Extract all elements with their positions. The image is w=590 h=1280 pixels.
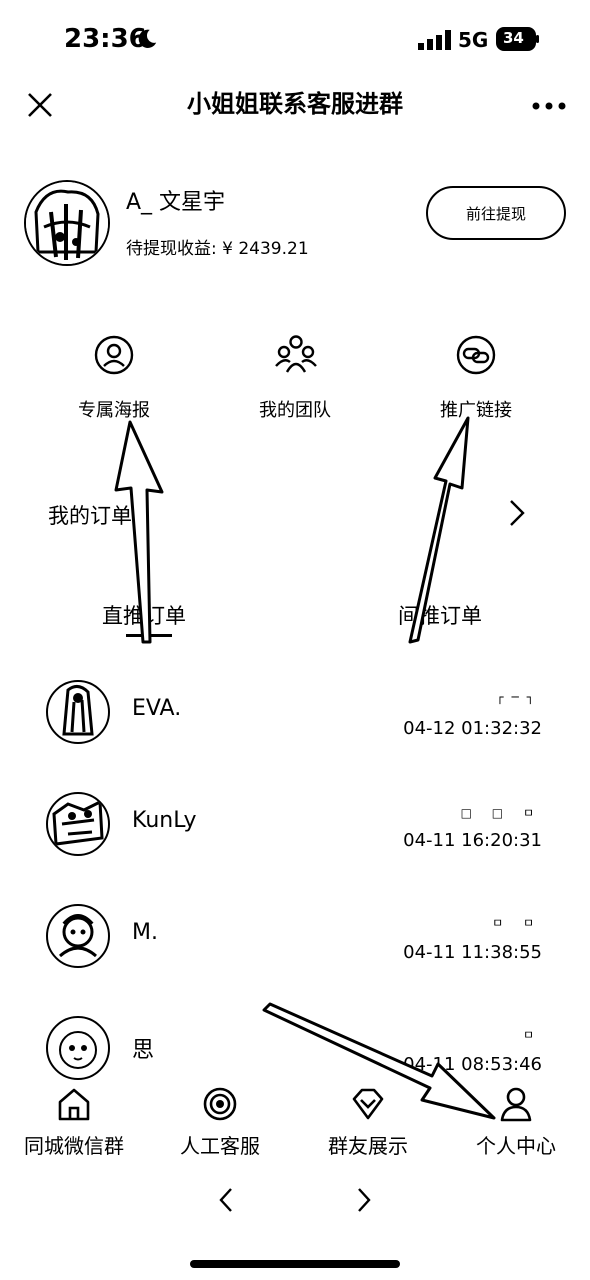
- order-avatar: [46, 1016, 110, 1080]
- close-icon[interactable]: [24, 89, 56, 121]
- moon-icon: [138, 29, 157, 48]
- order-time: 04-11 11:38:55: [403, 942, 542, 963]
- home-indicator[interactable]: [190, 1260, 400, 1268]
- order-name: 思: [132, 1038, 155, 1063]
- order-amount: ㅁ ㅁ: [492, 916, 542, 930]
- order-name: KunLy: [132, 808, 197, 833]
- team-icon[interactable]: [275, 332, 317, 374]
- order-amount: □ □ ㅁ: [460, 806, 542, 820]
- avatar-image: [62, 685, 94, 736]
- signal-icon: [418, 30, 451, 50]
- order-amount: ㅁ: [522, 1028, 542, 1042]
- order-avatar: [46, 680, 110, 744]
- gem-icon[interactable]: [350, 1086, 386, 1122]
- avatar-image: [59, 1031, 97, 1069]
- order-time: 04-11 08:53:46: [403, 1054, 542, 1075]
- link-icon[interactable]: [455, 334, 497, 376]
- orders-title[interactable]: 我的订单: [48, 504, 132, 528]
- action-label-team[interactable]: 我的团队: [259, 400, 331, 421]
- active-tab-indicator: [126, 634, 172, 637]
- page-title: 小姐姐联系客服进群: [187, 90, 403, 118]
- pending-earnings: 待提现收益: ¥ 2439.21: [126, 239, 309, 259]
- battery-icon: [496, 27, 539, 51]
- withdraw-button-label: 前往提现: [465, 204, 526, 223]
- network-type: 5G: [458, 28, 489, 52]
- avatar-image: [59, 914, 97, 958]
- order-avatar: [46, 792, 110, 856]
- withdraw-button[interactable]: 前往提现: [426, 186, 566, 240]
- username: A_ 文星宇: [126, 190, 226, 215]
- avatar-image: [52, 799, 104, 846]
- home-icon[interactable]: [56, 1086, 92, 1122]
- tab-indirect-orders[interactable]: 间推订单: [398, 604, 482, 628]
- order-time: 04-12 01:32:32: [403, 718, 542, 739]
- user-circle-icon[interactable]: [93, 334, 135, 376]
- order-name: M.: [132, 920, 158, 945]
- action-label-link[interactable]: 推广链接: [440, 400, 512, 421]
- forward-icon[interactable]: [354, 1186, 374, 1214]
- order-amount: ┌─┐: [496, 690, 542, 704]
- back-icon[interactable]: [216, 1186, 236, 1214]
- bottom-tab-city-groups[interactable]: 同城微信群: [24, 1134, 124, 1158]
- avatar-image: [26, 182, 108, 264]
- service-icon[interactable]: [202, 1086, 238, 1122]
- battery-level: 34: [503, 29, 524, 47]
- tab-direct-orders[interactable]: 直推订单: [102, 604, 186, 628]
- avatar[interactable]: [24, 180, 110, 266]
- order-time: 04-11 16:20:31: [403, 830, 542, 851]
- chevron-right-icon[interactable]: [506, 498, 528, 528]
- order-avatar: [46, 904, 110, 968]
- more-icon[interactable]: [532, 102, 566, 110]
- person-icon[interactable]: [498, 1086, 534, 1122]
- status-time: 23:36: [64, 24, 147, 54]
- bottom-tab-profile[interactable]: 个人中心: [476, 1134, 556, 1158]
- action-label-poster[interactable]: 专属海报: [78, 400, 150, 421]
- bottom-tab-support[interactable]: 人工客服: [180, 1134, 260, 1158]
- order-name: EVA.: [132, 696, 182, 721]
- bottom-tab-showcase[interactable]: 群友展示: [328, 1134, 408, 1158]
